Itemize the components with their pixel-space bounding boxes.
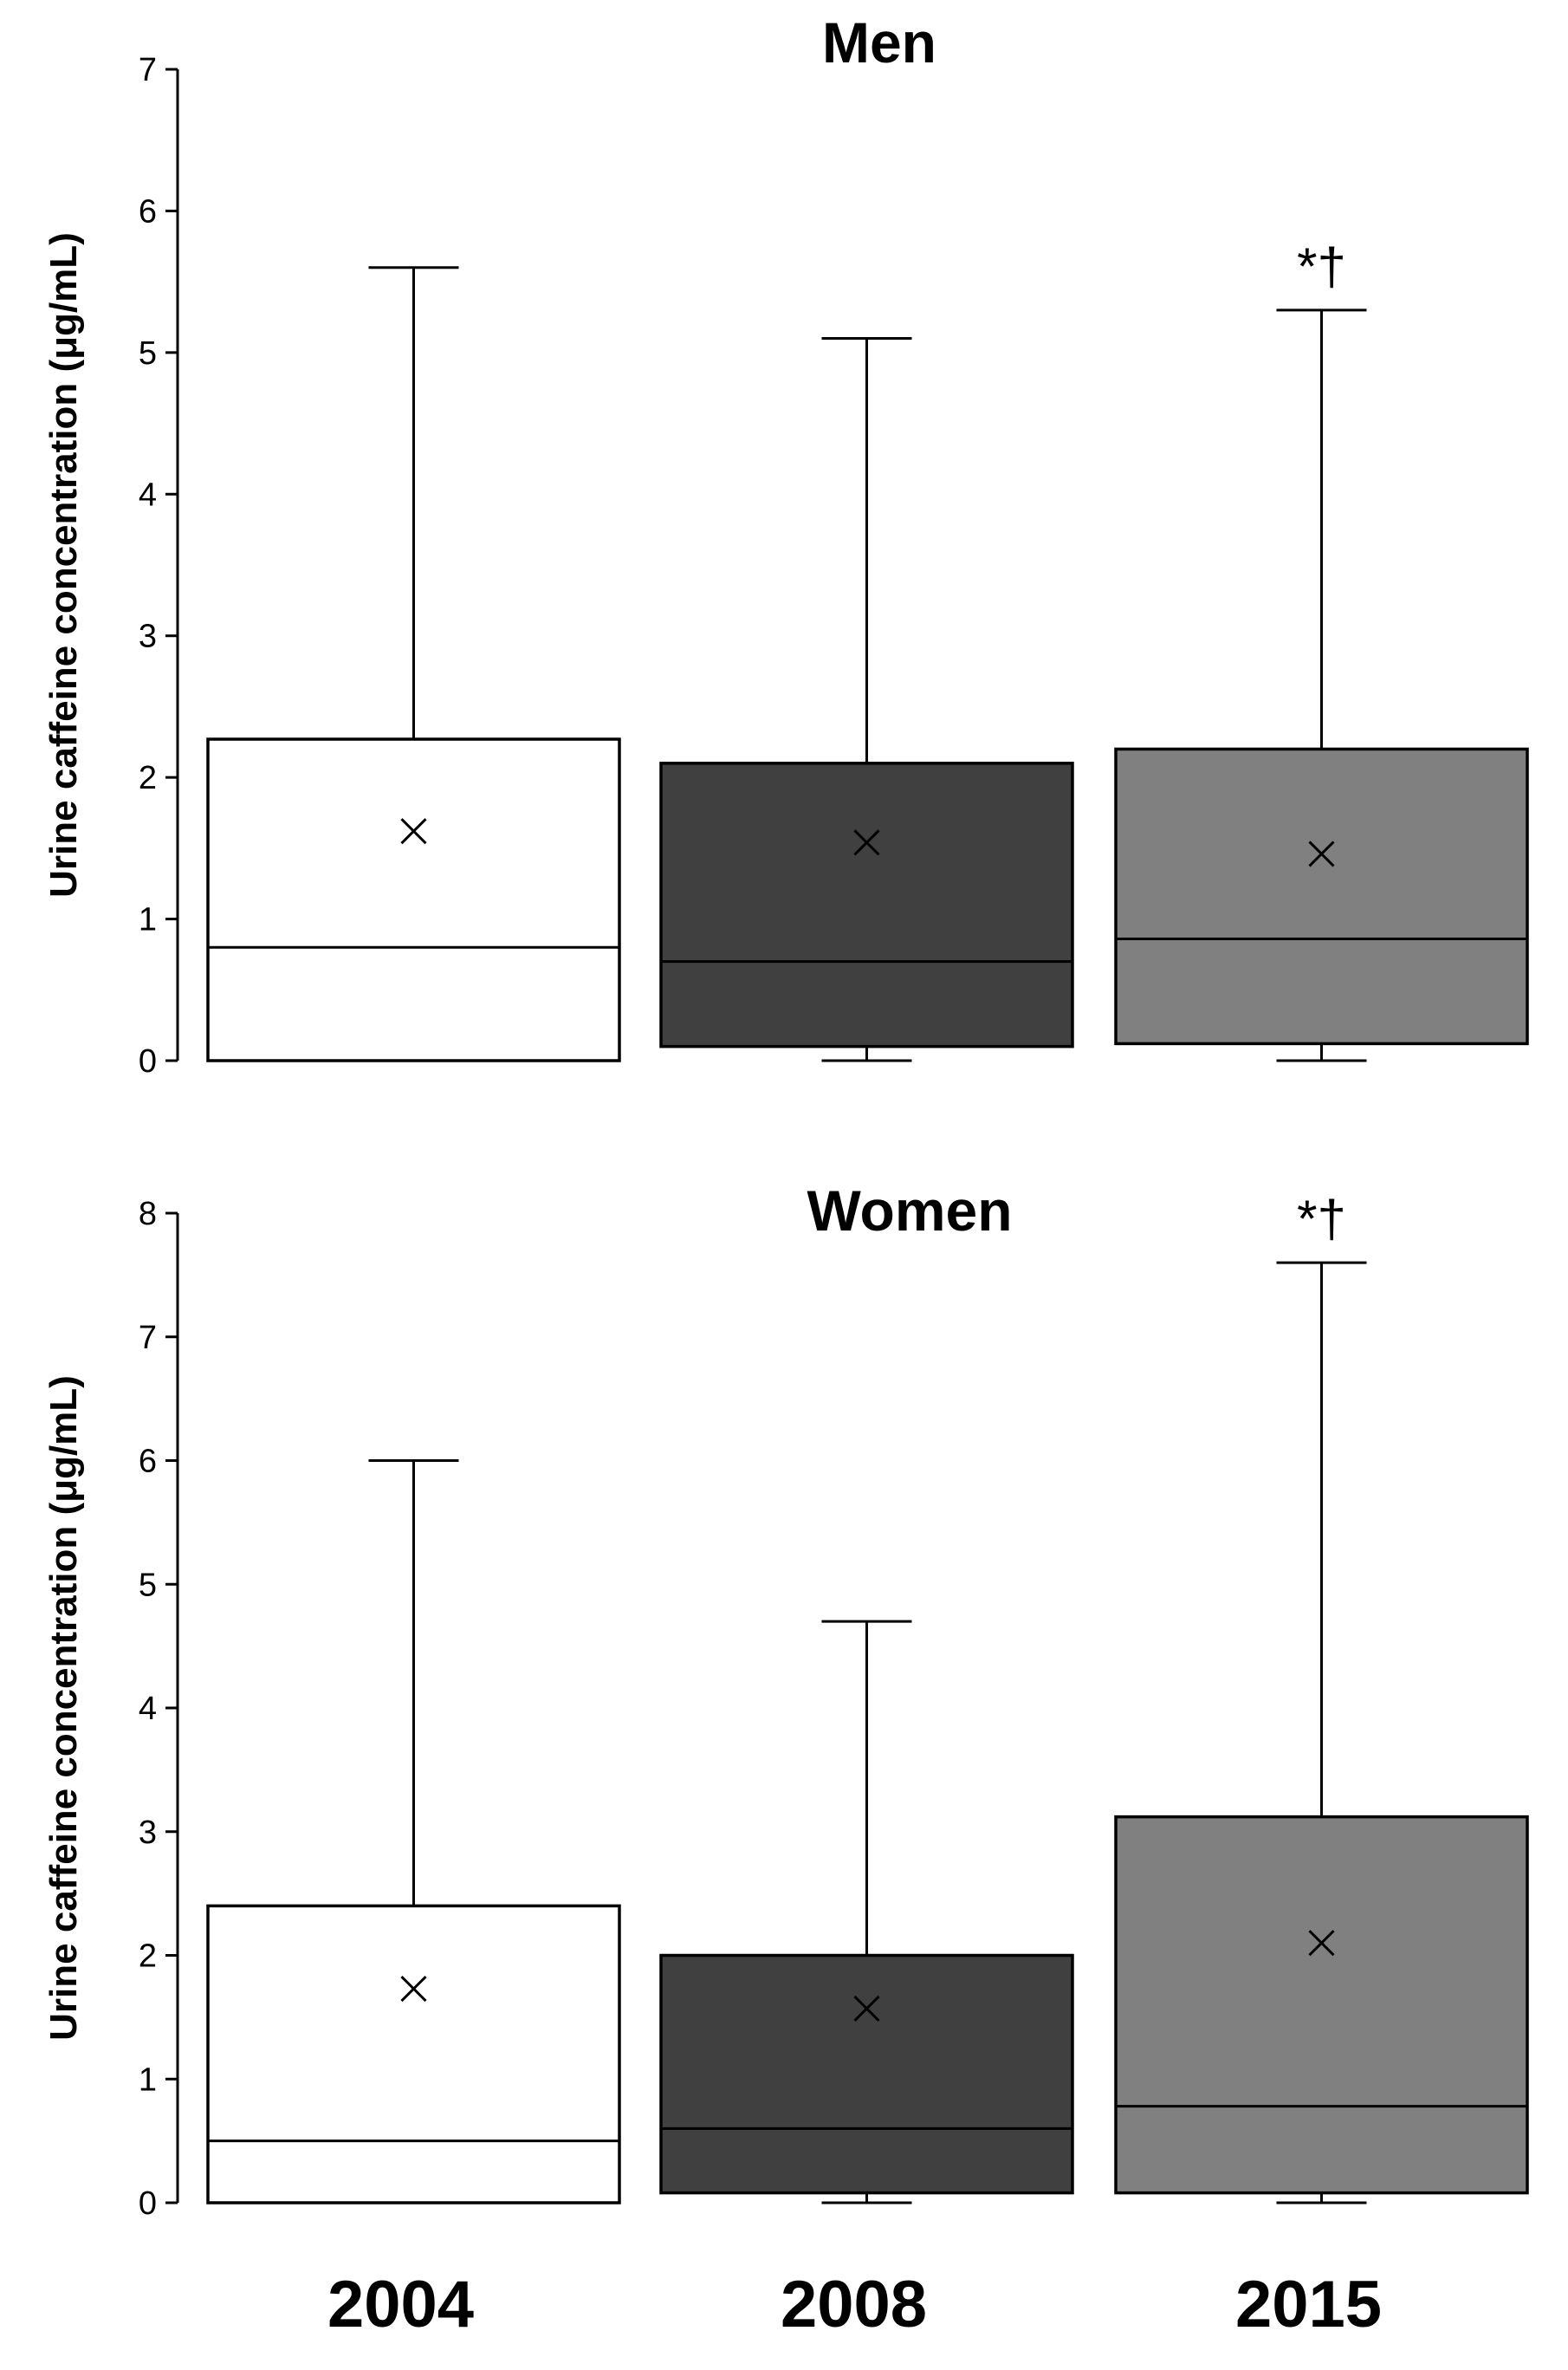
box-2004 [206,1459,621,2204]
iqr-box [1114,1815,1529,2195]
y-tick-label: 6 [139,193,157,230]
significance-annotation: *† [1297,1190,1346,1248]
mean-marker [853,829,880,856]
x-axis-category-labels: 2004 2008 2015 [327,2268,1382,2341]
mean-marker-stroke [400,818,427,845]
y-tick-label: 4 [139,477,157,513]
y-tick-label: 6 [139,1444,157,1480]
x-category-label: 2008 [781,2268,927,2341]
mean-marker-stroke [1308,841,1335,867]
y-tick-label: 5 [139,1567,157,1603]
panel-men: Men 0 1 2 3 4 5 6 7 Urine caffeine concentration … [42,10,1529,1080]
mean-marker-stroke [1308,1930,1335,1957]
mean-marker-stroke [853,1995,880,2022]
y-tick-label: 0 [139,1043,157,1080]
y-tick-label: 3 [139,1815,157,1851]
mean-marker [400,1975,427,2003]
iqr-box [1114,747,1529,1046]
iqr-box [659,1953,1074,2195]
y-tick-label: 1 [139,2062,157,2098]
y-tick-label: 7 [139,1320,157,1356]
chart-title: Men [822,10,936,75]
mean-marker [853,1995,880,2022]
mean-marker [400,818,427,845]
box-2015: *† [1114,237,1529,1062]
panel-women: Women 0 1 2 3 4 5 6 7 8 Urine caffeine concentrati… [42,1179,1529,2222]
mean-marker [1308,841,1335,867]
x-category-label: 2015 [1235,2268,1382,2341]
y-axis-title: Urine caffeine concentration (μg/mL) [42,1375,85,2041]
chart-title: Women [807,1179,1012,1243]
y-tick-label: 2 [139,760,157,796]
box-2015: *† [1114,1190,1529,2204]
iqr-box [206,737,621,1062]
iqr-box [206,1904,621,2204]
y-tick-label: 2 [139,1938,157,1975]
box-2008 [659,1620,1074,2204]
y-tick-label: 3 [139,619,157,655]
y-tick-label: 7 [139,52,157,88]
y-tick-label: 1 [139,902,157,938]
mean-marker [1308,1930,1335,1957]
y-tick-label: 5 [139,335,157,372]
mean-marker-stroke [853,829,880,856]
y-tick-label: 4 [139,1691,157,1727]
y-tick-label: 8 [139,1196,157,1232]
significance-annotation: *† [1297,237,1346,295]
y-axis-title: Urine caffeine concentration (μg/mL) [42,232,85,898]
x-category-label: 2004 [327,2268,474,2341]
y-tick-label: 0 [139,2185,157,2222]
iqr-box [659,762,1074,1049]
box-2004 [206,266,621,1062]
box-2008 [659,337,1074,1062]
mean-marker-stroke [400,1975,427,2003]
